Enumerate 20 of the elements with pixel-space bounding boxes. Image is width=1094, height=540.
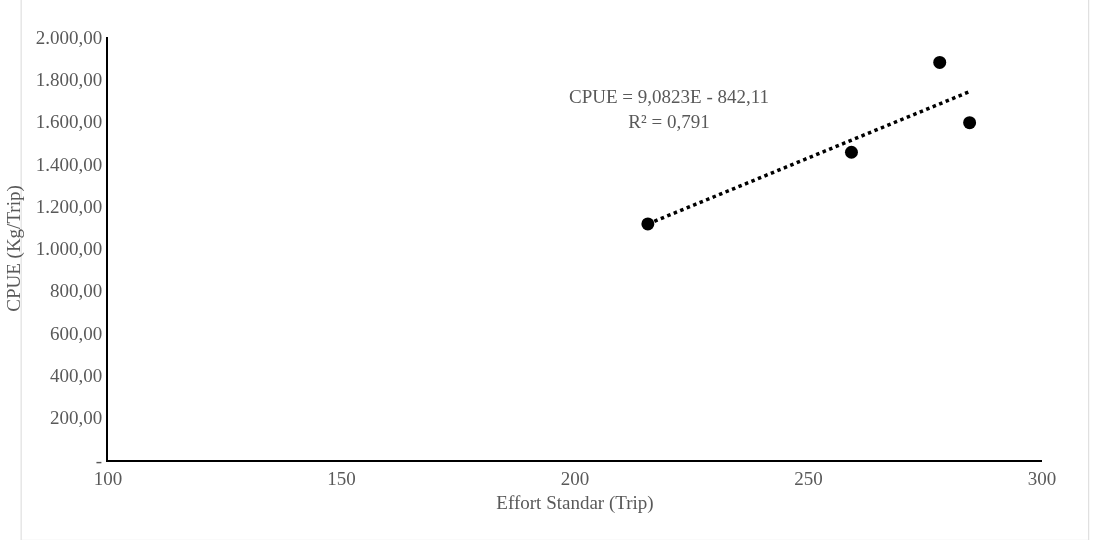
point [963,116,977,130]
x-axis-title: Effort Standar (Trip) [496,492,654,515]
y-tick-label: 1.400,00 [35,153,103,175]
y-tick-label: 2.000,00 [35,26,103,48]
y-tick-label: 1.600,00 [35,111,103,133]
y-tick-label: 400,00 [49,365,103,387]
y-axis-title: CPUE (Kg/Trip) [3,185,26,312]
y-tick-label: 600,00 [49,322,103,344]
x-tick-label: 300 [1027,467,1057,489]
x-tick-label: 250 [794,467,823,489]
point [933,55,947,69]
y-tick-label: 1.200,00 [35,195,103,217]
x-tick-label: 150 [327,467,356,489]
y-tick-label: 800,00 [49,280,103,302]
x-tick-label: 200 [560,467,590,489]
y-tick-label: 200,00 [49,407,103,429]
y-tick-label: 1.800,00 [35,68,103,90]
annotation: CPUE = 9,0823E - 842,11 R² = 0,791 [569,86,770,132]
y-tick-label: 1.000,00 [35,238,103,260]
point [844,145,858,159]
